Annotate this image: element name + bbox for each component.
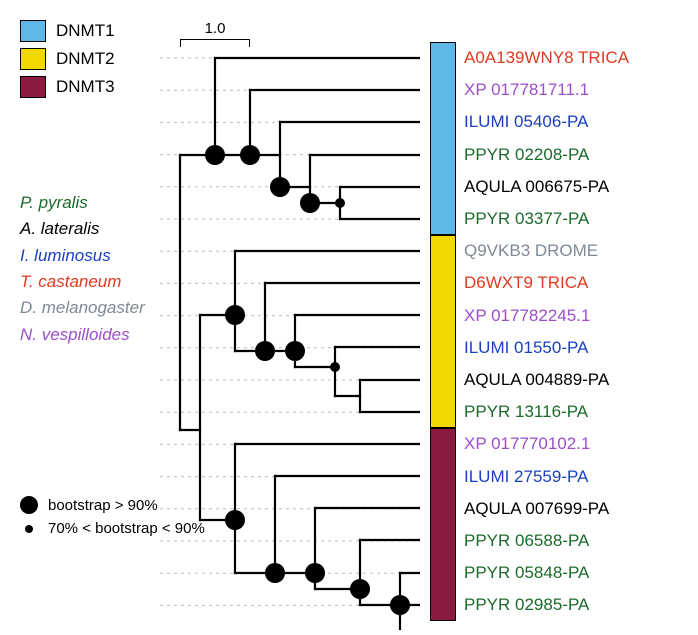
- leaf-label: AQULA 004889-PA: [464, 370, 609, 390]
- clade-label: DNMT1: [56, 21, 115, 41]
- clade-legend-row: DNMT1: [20, 20, 115, 42]
- clade-swatch: [20, 48, 46, 70]
- leaf-label: PPYR 06588-PA: [464, 531, 589, 551]
- leaf-label: Q9VKB3 DROME: [464, 241, 598, 261]
- bootstrap-small-dot: [25, 525, 33, 533]
- clade-bar: [430, 42, 456, 235]
- scale-label: 1.0: [180, 20, 250, 37]
- species-legend: P. pyralisA. lateralisI. luminosusT. cas…: [20, 190, 145, 348]
- tree-svg: [160, 40, 420, 630]
- leaf-label: AQULA 006675-PA: [464, 177, 609, 197]
- leaf-label: ILUMI 01550-PA: [464, 338, 588, 358]
- leaf-label: PPYR 13116-PA: [464, 402, 588, 422]
- clade-legend: DNMT1 DNMT2 DNMT3: [20, 20, 115, 104]
- clade-label: DNMT2: [56, 49, 115, 69]
- leaf-label: PPYR 02208-PA: [464, 145, 589, 165]
- species-legend-item: A. lateralis: [20, 216, 145, 242]
- clade-swatch: [20, 20, 46, 42]
- leaf-label: ILUMI 05406-PA: [464, 112, 588, 132]
- leaf-labels: A0A139WNY8 TRICA XP 017781711.1 ILUMI 0540…: [464, 40, 674, 630]
- clade-swatch: [20, 76, 46, 98]
- leaf-label: PPYR 02985-PA: [464, 595, 589, 615]
- clade-label: DNMT3: [56, 77, 115, 97]
- leaf-label: XP 017782245.1: [464, 306, 590, 326]
- leaf-label: XP 017770102.1: [464, 434, 590, 454]
- clade-legend-row: DNMT3: [20, 76, 115, 98]
- leaf-label: A0A139WNY8 TRICA: [464, 48, 629, 68]
- species-legend-item: T. castaneum: [20, 269, 145, 295]
- leaf-label: ILUMI 27559-PA: [464, 467, 588, 487]
- leaf-label: AQULA 007699-PA: [464, 499, 609, 519]
- species-legend-item: D. melanogaster: [20, 295, 145, 321]
- leaf-label: D6WXT9 TRICA: [464, 273, 588, 293]
- clade-legend-row: DNMT2: [20, 48, 115, 70]
- bootstrap-big-dot: [20, 496, 38, 514]
- clade-bar: [430, 235, 456, 428]
- leaf-label: PPYR 05848-PA: [464, 563, 589, 583]
- leaf-label: XP 017781711.1: [464, 80, 589, 100]
- species-legend-item: P. pyralis: [20, 190, 145, 216]
- tree-area: A0A139WNY8 TRICA XP 017781711.1 ILUMI 0540…: [160, 40, 698, 630]
- clade-bars: [430, 40, 456, 630]
- species-legend-item: N. vespilloides: [20, 322, 145, 348]
- clade-bar: [430, 428, 456, 621]
- leaf-label: PPYR 03377-PA: [464, 209, 589, 229]
- figure-container: 1.0 DNMT1 DNMT2 DNMT3 P. pyralisA. lateral…: [0, 0, 698, 635]
- species-legend-item: I. luminosus: [20, 243, 145, 269]
- bootstrap-big-label: bootstrap > 90%: [48, 497, 158, 514]
